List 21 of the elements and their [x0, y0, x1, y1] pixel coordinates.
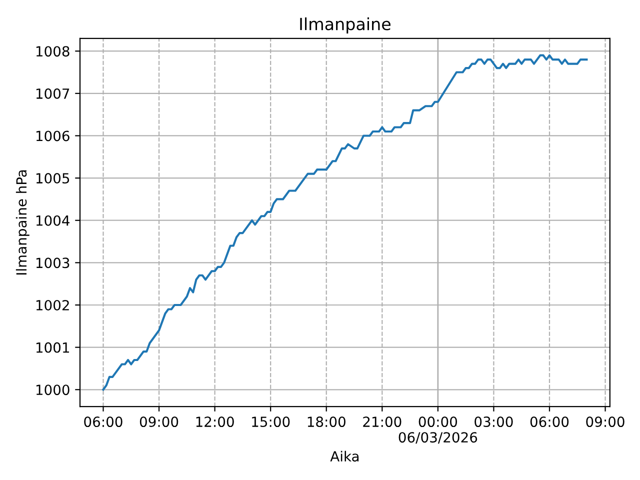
y-tick-label: 1005	[36, 173, 70, 184]
y-tick-label: 1007	[36, 88, 70, 99]
y-tick-label: 1006	[36, 130, 70, 142]
y-axis-title: Ilmanpaine hPa	[16, 170, 30, 275]
x-tick-label: 06:00	[84, 416, 122, 428]
y-tick-label: 1004	[36, 215, 70, 226]
y-tick-label: 1001	[36, 342, 69, 353]
y-tick-label: 1008	[36, 46, 70, 57]
x-tick-label: 09:00	[140, 416, 178, 428]
x-tick-label: 09:00	[586, 416, 624, 428]
x-tick-label: 03:00	[474, 416, 513, 428]
y-tick-label: 1000	[36, 384, 70, 396]
chart-title: Ilmanpaine	[300, 17, 390, 34]
line-series	[102, 54, 588, 391]
y-tick-label: 1002	[36, 300, 69, 310]
y-tick-label: 1003	[36, 258, 70, 268]
x-tick-label: 06:00	[530, 416, 569, 428]
x-tick-label: 12:00	[196, 416, 234, 428]
x-axis-title: Aika	[330, 450, 359, 462]
x-tick-label: 15:00	[252, 416, 290, 428]
x-tick-label: 18:00	[308, 416, 346, 428]
